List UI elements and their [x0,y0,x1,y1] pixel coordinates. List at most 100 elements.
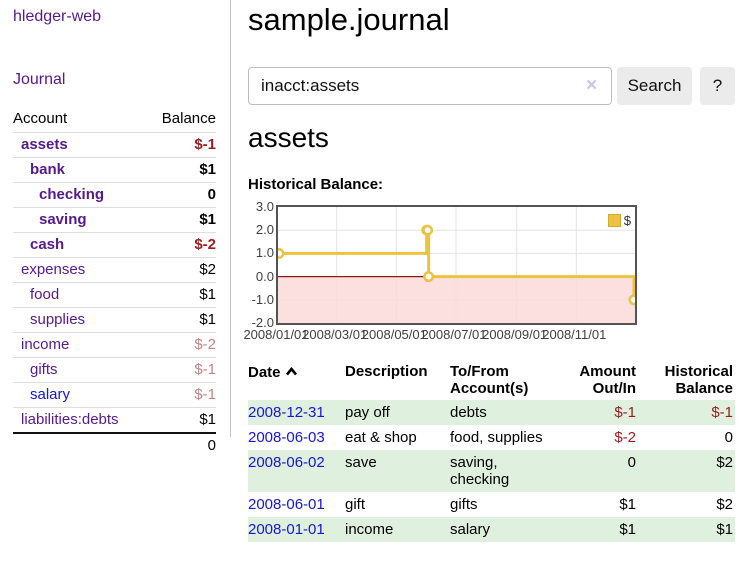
register-cell-date[interactable]: 2008-06-01 [248,492,345,517]
chart-plot-area: $ [276,205,637,325]
register-cell-amount: $1 [619,496,636,513]
account-row: gifts $-1 [13,357,216,383]
account-link-saving[interactable]: saving [39,211,87,228]
chart-y-axis-labels: 3.0 2.0 1.0 0.0 -1.0 -2.0 [240,199,274,330]
legend-swatch [607,214,621,227]
transaction-date-link[interactable]: 2008-06-02 [248,454,325,471]
register-cell-date[interactable]: 2008-01-01 [248,517,345,542]
account-link-assets[interactable]: assets [21,136,68,153]
transaction-date-link[interactable]: 2008-12-31 [248,404,325,421]
legend-label: $ [623,213,631,228]
register-cell-balance: 0 [724,429,733,446]
account-link-food[interactable]: food [30,286,60,303]
register-row[interactable]: 2008-01-01 income salary $1 $1 [248,517,735,542]
register-row[interactable]: 2008-12-31 pay off debts $-1 $-1 [248,400,735,425]
register-cell-amount: $-2 [614,429,636,446]
accounts-header-account: Account [13,106,148,133]
register-cell-description: income [345,517,450,542]
register-cell-accounts: salary [450,517,562,542]
account-balance: $1 [147,407,216,434]
account-link-income[interactable]: income [21,336,70,353]
register-cell-description: pay off [345,400,450,425]
register-cell-description: eat & shop [345,429,417,446]
account-link-liabilities-debts[interactable]: liabilities:debts [21,411,119,428]
sidebar-divider [230,0,231,437]
search-button[interactable]: Search [617,67,692,105]
account-row: expenses $2 [13,257,216,283]
account-balance: $-2 [147,332,216,358]
register-cell-amount: 0 [562,450,642,492]
x-tick-label: 2008/09/01 [482,327,548,342]
accounts-header-balance: Balance [147,106,216,133]
account-balance: $1 [147,282,216,308]
transaction-date-link[interactable]: 2008-06-03 [248,429,325,446]
transaction-date-link[interactable]: 2008-01-01 [248,521,325,538]
account-row: saving $1 [13,207,216,233]
account-balance: $1 [147,307,216,333]
account-row: income $-2 [13,332,216,358]
account-balance: $-1 [147,357,216,383]
main-content: sample.journal × Search ? assets Histori… [243,0,735,582]
x-tick-label: 2008/07/01 [421,327,487,342]
y-tick-label: -2.0 [251,315,274,330]
account-link-cash[interactable]: cash [30,236,65,253]
help-button[interactable]: ? [700,67,735,105]
chart-heading: Historical Balance: [248,176,384,193]
account-row: food $1 [13,282,216,308]
x-tick-label: 2008/03/01 [302,327,368,342]
register-row[interactable]: 2008-06-03 eat & shop food, supplies $-2 0 [248,425,735,450]
account-row: supplies $1 [13,307,216,333]
account-balance: $-2 [147,232,216,258]
x-tick-label: 2008/05/01 [361,327,427,342]
account-row: cash $-2 [13,232,216,258]
register-cell-accounts: food, supplies [450,429,543,446]
register-row[interactable]: 2008-06-01 gift gifts $1 $2 [248,492,735,517]
account-balance: 0 [147,182,216,208]
account-row: liabilities:debts $1 [13,407,216,434]
account-link-bank[interactable]: bank [30,161,66,178]
sort-asc-icon [285,363,298,380]
register-header-amount: Amount Out/In [579,363,636,397]
account-balance: $1 [147,157,216,183]
sidebar-item-journal[interactable]: Journal [13,71,66,88]
register-header-description: Description [345,363,428,380]
register-cell-accounts: debts [450,400,562,425]
y-tick-label: 0.0 [255,268,274,284]
account-heading: assets [248,122,329,153]
register-cell-date[interactable]: 2008-12-31 [248,400,345,425]
register-cell-amount: $1 [562,517,642,542]
register-row[interactable]: 2008-06-02 save saving, checking 0 $2 [248,450,735,492]
account-link-gifts[interactable]: gifts [30,361,58,378]
account-link-checking[interactable]: checking [39,186,105,203]
transaction-date-link[interactable]: 2008-06-01 [248,496,325,513]
account-balance: $-1 [147,132,216,158]
register-header-accounts: To/From Account(s) [450,363,529,397]
x-tick-label: 2008/01/01 [243,327,309,342]
register-cell-amount: $-1 [562,400,642,425]
register-cell-description: gift [345,496,366,513]
account-row: checking 0 [13,182,216,208]
brand-link[interactable]: hledger-web [13,8,102,25]
y-tick-label: 2.0 [255,222,274,238]
register-cell-balance: $1 [642,517,735,542]
register-cell-balance: $2 [716,496,733,513]
register-cell-date[interactable]: 2008-06-03 [248,425,345,450]
register-header-date[interactable]: Date [248,360,345,400]
register-cell-date[interactable]: 2008-06-02 [248,450,345,492]
clear-search-icon[interactable]: × [586,75,598,96]
chart-x-axis-labels: 2008/01/01 2008/03/01 2008/05/01 2008/07/01… [243,327,735,343]
register-cell-description: save [345,450,450,492]
register-cell-accounts: saving, checking [450,450,562,492]
historical-balance-chart: 3.0 2.0 1.0 0.0 -1.0 -2.0 $ 2008/01/01 2008/03… [243,199,735,345]
account-link-supplies[interactable]: supplies [30,311,86,328]
account-row: bank $1 [13,157,216,183]
account-balance: $2 [147,257,216,283]
account-link-expenses[interactable]: expenses [21,261,86,278]
search-input[interactable] [248,67,612,105]
account-row: salary $-1 [13,382,216,408]
accounts-total-row: 0 [13,432,216,458]
search-form: × Search ? [248,67,735,105]
account-link-salary[interactable]: salary [30,386,71,403]
y-tick-label: 3.0 [255,199,274,214]
